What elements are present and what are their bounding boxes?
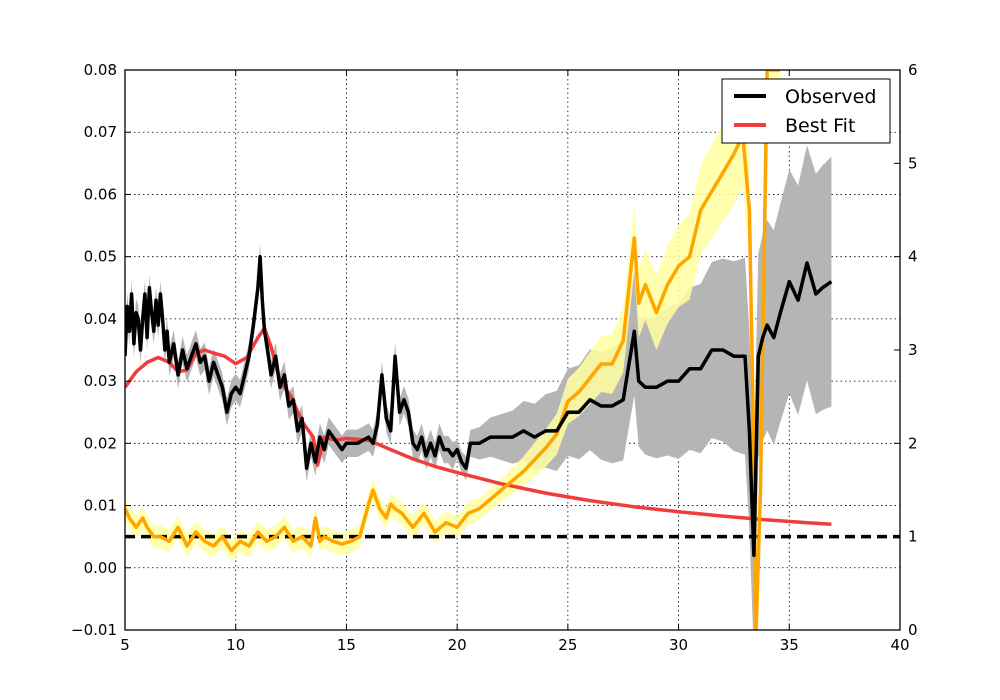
- x-tick-label: 35: [780, 636, 799, 654]
- y-tick-label: 0.00: [84, 559, 117, 577]
- x-tick-label: 10: [226, 636, 245, 654]
- x-tick-label: 25: [558, 636, 577, 654]
- legend: Observed Best Fit: [721, 78, 891, 144]
- series-observed: [125, 254, 833, 558]
- y-tick-label: 0.04: [84, 310, 117, 328]
- x-axis-ticks: 5 10 15 20 25 30 35 40: [120, 70, 910, 654]
- legend-label-best-fit: Best Fit: [785, 115, 855, 137]
- x-tick-label: 30: [669, 636, 688, 654]
- y2-tick-label: 4: [908, 248, 918, 266]
- x-tick-label: 15: [337, 636, 356, 654]
- x-tick-label: 5: [120, 636, 130, 654]
- y-tick-label: 0.06: [84, 185, 117, 203]
- y2-tick-label: 2: [908, 434, 918, 452]
- x-tick-label: 20: [448, 636, 467, 654]
- y-tick-label: 0.07: [84, 123, 117, 141]
- y-tick-label: 0.08: [84, 61, 117, 79]
- observed-uncertainty-band: [125, 145, 832, 630]
- series-ratio: [125, 70, 781, 630]
- y-axis-right-ticks: 0 1 2 3 4 5 6: [894, 61, 918, 639]
- y2-tick-label: 5: [908, 154, 918, 172]
- y2-tick-label: 3: [908, 341, 918, 359]
- y-tick-label: 0.05: [84, 248, 117, 266]
- ratio-uncertainty-band: [125, 70, 781, 630]
- legend-label-observed: Observed: [785, 86, 876, 108]
- y-tick-label: 0.01: [84, 497, 117, 515]
- y2-tick-label: 0: [908, 621, 918, 639]
- y-tick-label: −0.01: [71, 621, 117, 639]
- legend-box: [721, 78, 891, 144]
- y-axis-left-ticks: −0.01 0.00 0.01 0.02 0.03 0.04 0.05 0.06 0.07 0.0…: [71, 61, 131, 639]
- y-tick-label: 0.03: [84, 372, 117, 390]
- error-bands: [125, 70, 832, 630]
- series-lines: [125, 70, 900, 630]
- x-tick-label: 40: [890, 636, 909, 654]
- y2-tick-label: 1: [908, 528, 918, 546]
- y-tick-label: 0.02: [84, 434, 117, 452]
- y2-tick-label: 6: [908, 61, 918, 79]
